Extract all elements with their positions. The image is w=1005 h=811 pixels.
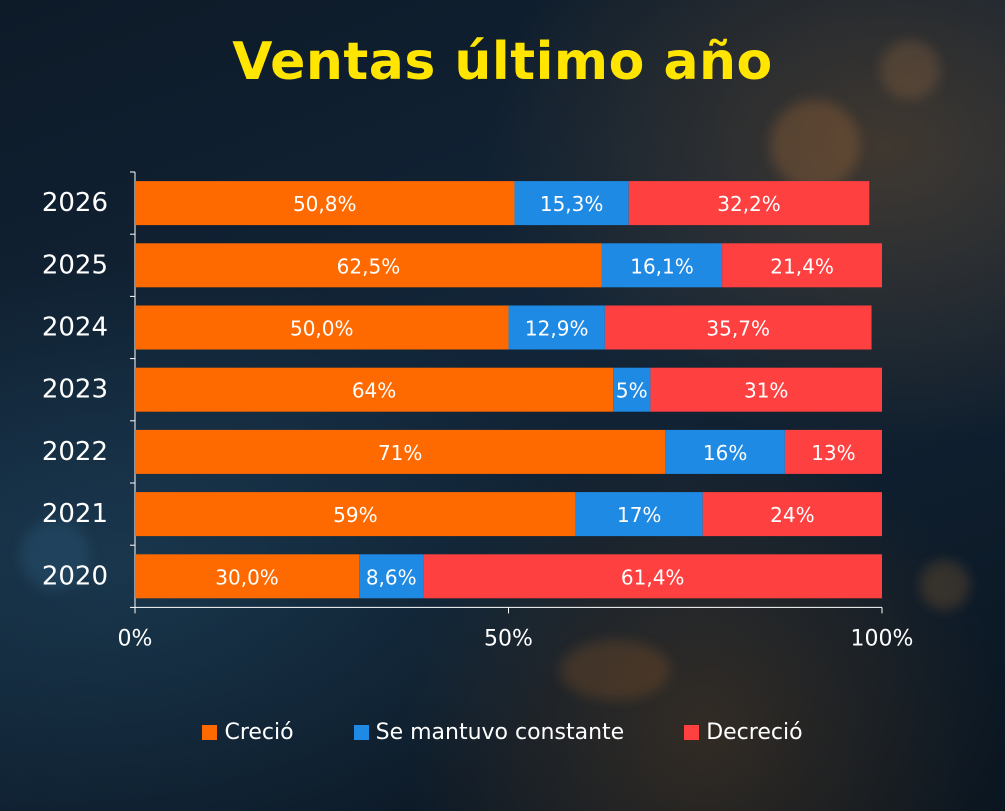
bar-segment-crecio (135, 429, 666, 474)
bar-segment-constante (613, 367, 651, 412)
bar-segment-crecio (135, 492, 576, 537)
data-label-crecio: 62,5% (337, 254, 401, 278)
legend-item-decrecio: Decreció (684, 720, 803, 745)
y-tick-label: 2025 (42, 250, 108, 280)
bar-segment-constante (601, 243, 723, 288)
bar-segment-decrecio (784, 429, 882, 474)
legend: Creció Se mantuvo constante Decreció (0, 720, 1005, 745)
x-tick-label: 100% (851, 626, 914, 651)
data-label-constante: 17% (617, 503, 661, 527)
bar-segment-decrecio (722, 243, 882, 288)
bar-segment-constante (575, 492, 703, 537)
data-label-constante: 16% (703, 441, 747, 465)
y-tick-label: 2020 (42, 561, 108, 591)
data-label-decrecio: 13% (811, 441, 855, 465)
data-label-constante: 8,6% (366, 565, 417, 589)
data-label-decrecio: 35,7% (706, 317, 770, 341)
bar-segment-decrecio (702, 492, 882, 537)
bar-segment-decrecio (628, 181, 870, 226)
data-label-crecio: 71% (378, 441, 422, 465)
data-label-crecio: 50,0% (290, 317, 354, 341)
legend-swatch-constante (353, 725, 369, 740)
bar-segment-crecio (135, 181, 515, 226)
bar-segment-crecio (135, 243, 602, 288)
data-label-decrecio: 21,4% (770, 254, 834, 278)
y-tick-label: 2024 (42, 313, 108, 343)
bar-segment-constante (508, 305, 605, 350)
data-label-crecio: 59% (333, 503, 377, 527)
y-tick-label: 2021 (42, 499, 108, 529)
bar-segment-crecio (135, 554, 360, 599)
data-label-constante: 15,3% (540, 192, 604, 216)
bar-segment-constante (359, 554, 424, 599)
y-tick-label: 2023 (42, 375, 108, 405)
data-label-constante: 5% (616, 379, 648, 403)
legend-swatch-decrecio (684, 725, 700, 740)
y-tick-label: 2022 (42, 437, 108, 467)
chart-title: Ventas último año (232, 32, 773, 92)
bar-segment-decrecio (423, 554, 882, 599)
data-label-crecio: 64% (352, 379, 396, 403)
bar-segment-constante (514, 181, 629, 226)
data-label-decrecio: 31% (744, 379, 788, 403)
data-label-constante: 16,1% (630, 254, 694, 278)
data-label-decrecio: 32,2% (717, 192, 781, 216)
bar-segment-decrecio (650, 367, 882, 412)
legend-swatch-crecio (202, 725, 218, 740)
legend-label-constante: Se mantuvo constante (375, 720, 625, 745)
legend-label-decrecio: Decreció (706, 720, 803, 745)
x-tick-label: 50% (484, 626, 533, 651)
legend-item-constante: Se mantuvo constante (353, 720, 625, 745)
data-label-decrecio: 24% (770, 503, 814, 527)
data-label-decrecio: 61,4% (621, 565, 685, 589)
y-tick-label: 2026 (42, 188, 108, 218)
legend-label-crecio: Creció (224, 720, 294, 745)
bar-segment-constante (665, 429, 785, 474)
data-label-crecio: 30,0% (215, 565, 279, 589)
legend-item-crecio: Creció (202, 720, 294, 745)
data-label-crecio: 50,8% (293, 192, 357, 216)
bar-segment-crecio (135, 367, 614, 412)
x-tick-label: 0% (118, 626, 153, 651)
bar-segment-crecio (135, 305, 509, 350)
data-label-constante: 12,9% (525, 317, 589, 341)
bar-segment-decrecio (604, 305, 872, 350)
